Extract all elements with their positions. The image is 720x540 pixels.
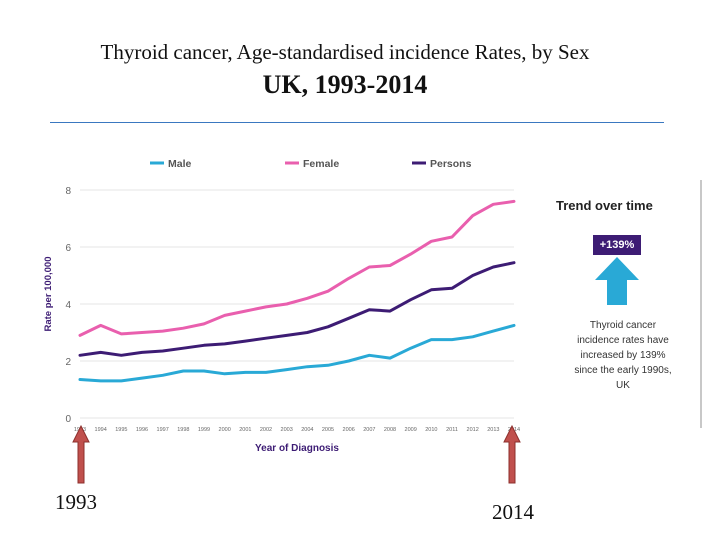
x-tick-label: 2010 [425,427,437,433]
x-axis-title: Year of Diagnosis [255,443,339,454]
side-divider [700,180,702,428]
legend-label: Female [303,158,339,170]
slide-title: Thyroid cancer, Age-standardised inciden… [100,40,590,64]
x-tick-label: 2009 [405,427,417,433]
up-arrow-icon [72,425,90,484]
series-line-female [78,199,516,337]
x-tick-label: 2012 [467,427,479,433]
x-tick-label: 2006 [343,427,355,433]
trend-badge: +139% [593,235,641,255]
y-axis-title: Rate per 100,000 [43,257,54,332]
legend-label: Male [168,158,192,170]
legend-label: Persons [430,158,472,170]
trend-title: Trend over time [556,198,653,213]
start-year-label: 1993 [55,490,97,514]
trend-note: Thyroid cancer incidence rates have incr… [574,320,672,391]
series-line-persons [78,261,516,357]
end-year-label: 2014 [492,500,534,524]
y-tick-label: 0 [65,414,71,425]
title-divider [50,122,664,123]
x-tick-label: 2001 [239,427,251,433]
x-tick-label: 2005 [322,427,334,433]
y-tick-label: 6 [65,243,71,254]
x-tick-label: 2011 [446,427,458,433]
x-tick-label: 1999 [198,427,210,433]
x-tick-label: 1996 [136,427,148,433]
x-tick-label: 2000 [219,427,231,433]
slide-subtitle: UK, 1993-2014 [262,70,428,99]
series-line-male [78,323,516,383]
x-tick-label: 2007 [363,427,375,433]
x-tick-label: 1995 [115,427,127,433]
up-arrow-icon [595,257,639,305]
x-tick-label: 2004 [301,427,313,433]
y-tick-label: 8 [65,186,71,197]
y-tick-label: 2 [65,357,71,368]
x-tick-label: 2013 [487,427,499,433]
x-tick-label: 1994 [95,427,107,433]
x-tick-label: 2002 [260,427,272,433]
y-tick-label: 4 [65,300,71,311]
up-arrow-icon [503,425,521,484]
x-tick-label: 2008 [384,427,396,433]
x-tick-label: 2003 [281,427,293,433]
x-tick-label: 1997 [157,427,169,433]
x-tick-label: 1998 [177,427,189,433]
